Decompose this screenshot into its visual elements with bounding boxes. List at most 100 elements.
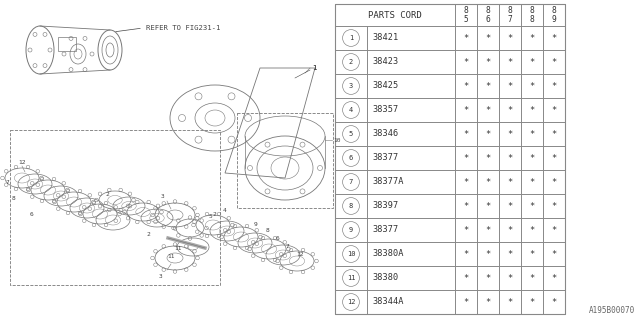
Bar (237, 113, 333, 208)
Text: 6: 6 (30, 212, 34, 218)
Bar (477, 146, 499, 170)
Text: 38423: 38423 (372, 58, 398, 67)
Text: *: * (552, 82, 557, 91)
Bar (367, 266, 455, 290)
Text: *: * (485, 34, 491, 43)
Bar (521, 122, 543, 146)
Bar (335, 4, 455, 26)
Text: 5: 5 (208, 213, 212, 219)
Text: *: * (508, 178, 513, 187)
Text: 9: 9 (349, 227, 353, 233)
Text: 8: 8 (12, 196, 16, 201)
Bar (543, 4, 565, 26)
Text: 1: 1 (349, 35, 353, 41)
Bar (477, 4, 499, 26)
Text: *: * (552, 250, 557, 259)
Bar (335, 26, 367, 50)
Text: *: * (552, 274, 557, 283)
Bar (477, 50, 499, 74)
Bar (455, 170, 477, 194)
Text: *: * (552, 202, 557, 211)
Bar (455, 194, 477, 218)
Bar (335, 170, 367, 194)
Text: 2: 2 (212, 212, 216, 218)
Bar (367, 26, 455, 50)
Text: *: * (463, 82, 468, 91)
Text: *: * (463, 178, 468, 187)
Text: *: * (529, 106, 534, 115)
Text: 8: 8 (266, 228, 270, 233)
Text: 9: 9 (552, 15, 556, 24)
Text: *: * (552, 298, 557, 307)
Bar (521, 26, 543, 50)
Text: 2: 2 (105, 193, 109, 197)
Text: *: * (552, 106, 557, 115)
Bar (455, 4, 477, 26)
Text: 38357: 38357 (372, 106, 398, 115)
Bar (477, 266, 499, 290)
Text: 5: 5 (349, 131, 353, 137)
Text: *: * (508, 202, 513, 211)
Text: 5: 5 (463, 15, 468, 24)
Text: *: * (552, 34, 557, 43)
Bar (367, 170, 455, 194)
Text: *: * (485, 274, 491, 283)
Text: *: * (508, 250, 513, 259)
Text: 9: 9 (254, 221, 258, 227)
Text: *: * (529, 202, 534, 211)
Bar (543, 242, 565, 266)
Bar (335, 290, 367, 314)
Bar (455, 74, 477, 98)
Text: *: * (485, 226, 491, 235)
Text: *: * (529, 274, 534, 283)
Bar (335, 122, 367, 146)
Text: 8: 8 (552, 6, 556, 15)
Text: 38425: 38425 (372, 82, 398, 91)
Text: 2: 2 (349, 59, 353, 65)
Text: 10: 10 (347, 251, 355, 257)
Bar (499, 242, 521, 266)
Text: *: * (508, 34, 513, 43)
Bar (367, 290, 455, 314)
Text: *: * (463, 58, 468, 67)
Text: 12: 12 (296, 252, 304, 258)
Text: *: * (463, 130, 468, 139)
Text: *: * (463, 274, 468, 283)
Text: 8: 8 (463, 6, 468, 15)
Bar (499, 4, 521, 26)
Bar (477, 26, 499, 50)
Bar (455, 266, 477, 290)
Text: *: * (463, 154, 468, 163)
Text: *: * (508, 298, 513, 307)
Text: *: * (485, 298, 491, 307)
Text: *: * (485, 58, 491, 67)
Bar (477, 242, 499, 266)
Text: A195B00070: A195B00070 (589, 306, 635, 315)
Text: 8: 8 (530, 15, 534, 24)
Bar (499, 50, 521, 74)
Bar (521, 290, 543, 314)
Bar (521, 266, 543, 290)
Bar (367, 218, 455, 242)
Text: *: * (529, 58, 534, 67)
Text: 8: 8 (486, 6, 490, 15)
Bar (543, 146, 565, 170)
Bar (543, 218, 565, 242)
Bar (499, 98, 521, 122)
Text: 38344A: 38344A (372, 298, 403, 307)
Text: 38380A: 38380A (372, 250, 403, 259)
Text: 8: 8 (508, 6, 513, 15)
Text: 38397: 38397 (372, 202, 398, 211)
Bar (477, 74, 499, 98)
Bar (521, 170, 543, 194)
Text: 38377: 38377 (372, 226, 398, 235)
Bar (335, 194, 367, 218)
Text: PARTS CORD: PARTS CORD (368, 11, 422, 20)
Bar (477, 98, 499, 122)
Text: 7: 7 (6, 180, 10, 186)
Text: *: * (529, 250, 534, 259)
Bar (455, 146, 477, 170)
Bar (543, 170, 565, 194)
Text: 1: 1 (312, 65, 316, 71)
Bar (367, 74, 455, 98)
